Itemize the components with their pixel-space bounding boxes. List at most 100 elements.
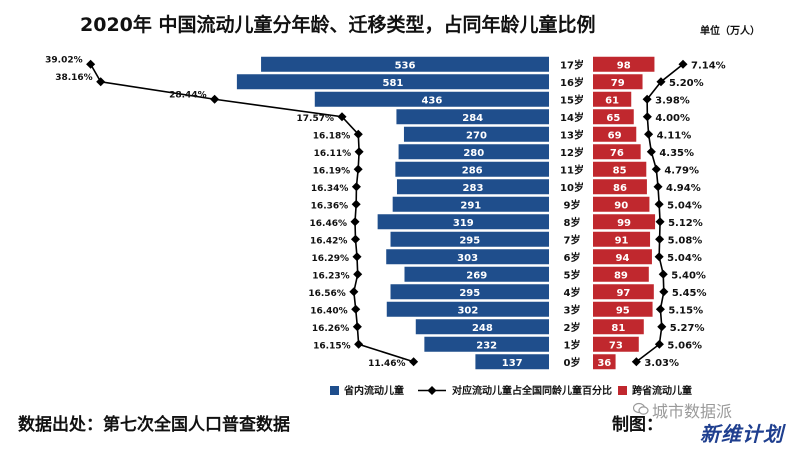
cross-percent-label: 4.94% bbox=[666, 183, 701, 194]
age-label: 9岁 bbox=[564, 198, 581, 211]
age-label: 2岁 bbox=[564, 321, 581, 334]
bar-in-province-label: 303 bbox=[457, 253, 478, 264]
bar-in-province-label: 284 bbox=[462, 113, 483, 124]
percent-marker bbox=[354, 339, 364, 349]
legend-swatch-cross-province bbox=[618, 386, 627, 395]
percent-label: 17.57% bbox=[297, 114, 335, 124]
cross-percent-marker bbox=[659, 287, 669, 297]
percent-label: 16.36% bbox=[311, 201, 349, 211]
bar-in-province-label: 319 bbox=[453, 218, 474, 229]
bar-in-province bbox=[395, 161, 549, 177]
percent-label: 16.11% bbox=[314, 149, 352, 159]
cross-percent-marker bbox=[644, 129, 654, 139]
percent-marker bbox=[351, 199, 361, 209]
percent-marker bbox=[353, 269, 363, 279]
chart-title: 2020年 中国流动儿童分年龄、迁移类型，占同年龄儿童比例 bbox=[80, 14, 596, 36]
bar-in-province-label: 137 bbox=[502, 358, 523, 369]
age-label: 13岁 bbox=[560, 128, 584, 141]
cross-percent-label: 4.35% bbox=[659, 148, 694, 159]
cross-percent-label: 5.40% bbox=[671, 270, 706, 281]
bar-cross-province-label: 94 bbox=[616, 253, 630, 264]
bar-in-province bbox=[377, 214, 549, 230]
percent-label: 38.16% bbox=[55, 73, 93, 83]
bar-cross-province bbox=[593, 56, 655, 72]
age-label: 14岁 bbox=[560, 111, 584, 124]
age-label: 0岁 bbox=[564, 356, 581, 369]
age-label: 6岁 bbox=[564, 251, 581, 264]
cross-percent-marker bbox=[655, 304, 665, 314]
percent-marker bbox=[210, 94, 220, 104]
age-label: 1岁 bbox=[564, 338, 581, 351]
bar-in-province bbox=[390, 231, 549, 247]
bar-cross-province-label: 86 bbox=[613, 183, 627, 194]
bar-in-province bbox=[386, 301, 549, 317]
age-label: 11岁 bbox=[560, 163, 584, 176]
age-label: 12岁 bbox=[560, 146, 584, 159]
cross-percent-marker bbox=[653, 182, 663, 192]
bar-cross-province bbox=[593, 144, 641, 160]
cross-percent-marker bbox=[651, 164, 661, 174]
cross-percent-label: 3.98% bbox=[655, 95, 690, 106]
bar-cross-province-label: 90 bbox=[614, 200, 628, 211]
logo: 新维计划 bbox=[700, 422, 784, 446]
percent-label: 16.29% bbox=[312, 254, 350, 264]
bar-cross-province bbox=[593, 74, 643, 90]
bar-in-province-label: 270 bbox=[466, 130, 487, 141]
bar-cross-province bbox=[593, 196, 650, 212]
unit-label: 单位（万人） bbox=[700, 26, 760, 37]
bar-cross-province bbox=[593, 231, 651, 247]
bar-in-province-label: 291 bbox=[460, 200, 481, 211]
bar-cross-province bbox=[593, 319, 644, 335]
percent-label: 16.23% bbox=[312, 271, 350, 281]
legend-label-cross-province: 跨省流动儿童 bbox=[632, 384, 692, 397]
percent-label: 16.56% bbox=[308, 289, 346, 299]
bar-in-province-label: 280 bbox=[463, 148, 484, 159]
maker-label: 制图： bbox=[612, 415, 663, 435]
cross-percent-label: 5.06% bbox=[667, 340, 702, 351]
bar-cross-province-label: 36 bbox=[597, 358, 611, 369]
bar-in-province-label: 436 bbox=[421, 95, 442, 106]
percent-marker bbox=[354, 147, 364, 157]
bar-cross-province bbox=[593, 161, 647, 177]
percent-marker bbox=[337, 112, 347, 122]
cross-percent-label: 5.27% bbox=[670, 323, 705, 334]
percent-label: 28.44% bbox=[169, 90, 207, 100]
percent-label: 16.15% bbox=[313, 341, 351, 351]
cross-percent-marker bbox=[658, 269, 668, 279]
age-label: 16岁 bbox=[560, 76, 584, 89]
age-label: 10岁 bbox=[560, 181, 584, 194]
bar-cross-province bbox=[593, 284, 654, 300]
bar-cross-province bbox=[593, 91, 632, 107]
cross-percent-marker bbox=[654, 199, 664, 209]
bar-cross-province-label: 99 bbox=[617, 218, 631, 229]
data-source: 数据出处：第七次全国人口普查数据 bbox=[18, 415, 290, 435]
cross-percent-marker bbox=[655, 234, 665, 244]
age-label: 15岁 bbox=[560, 93, 584, 106]
wechat-icon bbox=[633, 402, 649, 415]
percent-marker bbox=[351, 304, 361, 314]
cross-percent-label: 5.45% bbox=[672, 288, 707, 299]
percent-label: 16.46% bbox=[310, 219, 348, 229]
age-label: 8岁 bbox=[564, 216, 581, 229]
percent-label: 16.40% bbox=[310, 306, 348, 316]
bar-in-province-label: 302 bbox=[457, 305, 478, 316]
cross-percent-marker bbox=[657, 322, 667, 332]
bar-cross-province-label: 98 bbox=[617, 60, 631, 71]
percent-label: 11.46% bbox=[368, 359, 406, 369]
cross-percent-label: 7.14% bbox=[691, 60, 726, 71]
bar-in-province bbox=[404, 266, 549, 282]
bar-cross-province bbox=[593, 354, 616, 370]
bar-cross-province bbox=[593, 336, 639, 352]
bar-in-province bbox=[403, 126, 549, 142]
percent-marker bbox=[352, 322, 362, 332]
age-label: 3岁 bbox=[564, 303, 581, 316]
bar-in-province-label: 232 bbox=[476, 340, 497, 351]
cross-percent-label: 5.20% bbox=[669, 78, 704, 89]
bar-in-province-label: 295 bbox=[459, 235, 480, 246]
bar-cross-province bbox=[593, 266, 649, 282]
bar-in-province-label: 581 bbox=[383, 78, 404, 89]
bar-cross-province-label: 95 bbox=[616, 305, 630, 316]
percent-label: 39.02% bbox=[45, 55, 83, 65]
bar-in-province bbox=[415, 319, 549, 335]
percent-marker bbox=[352, 252, 362, 262]
